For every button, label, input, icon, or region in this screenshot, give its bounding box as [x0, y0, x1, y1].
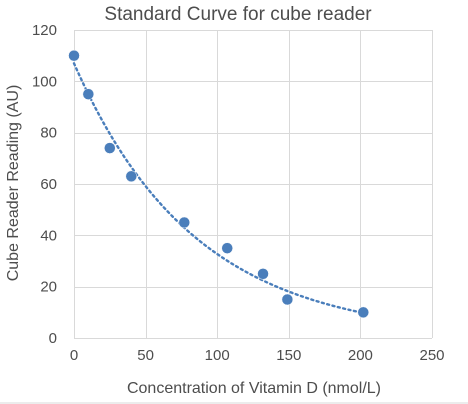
- y-tick-labels: 0 20 40 60 80 100 120: [32, 22, 57, 347]
- x-tick-labels: 0 50 100 150 200 250: [70, 347, 445, 364]
- data-points: [68, 49, 370, 319]
- x-tick-label: 100: [205, 347, 230, 364]
- y-tick-label: 80: [40, 125, 57, 142]
- data-point: [257, 268, 269, 280]
- x-tick-label: 150: [276, 347, 301, 364]
- y-axis-title: Cube Reader Reading (AU): [5, 85, 22, 282]
- data-point: [68, 49, 80, 62]
- x-tick-label: 50: [137, 347, 154, 364]
- x-tick-label: 0: [70, 347, 78, 364]
- x-tick-label: 250: [419, 347, 444, 364]
- data-point: [281, 293, 294, 306]
- data-point: [125, 170, 138, 183]
- y-tick-label: 0: [49, 330, 57, 347]
- chart-title: Standard Curve for cube reader: [104, 4, 372, 25]
- y-tick-label: 120: [32, 22, 57, 39]
- y-tick-label: 60: [40, 176, 57, 193]
- y-tick-label: 100: [32, 73, 57, 90]
- data-point: [178, 216, 191, 229]
- data-point: [104, 142, 116, 154]
- x-axis-title: Concentration of Vitamin D (nmol/L): [127, 380, 381, 397]
- y-tick-label: 20: [40, 279, 57, 296]
- exponential-trendline: [72, 62, 362, 314]
- x-tick-label: 200: [348, 347, 373, 364]
- data-point: [357, 306, 370, 319]
- data-point: [221, 242, 233, 254]
- data-point: [82, 88, 95, 100]
- y-tick-label: 40: [40, 227, 57, 244]
- horizontal-gridlines: [74, 30, 432, 339]
